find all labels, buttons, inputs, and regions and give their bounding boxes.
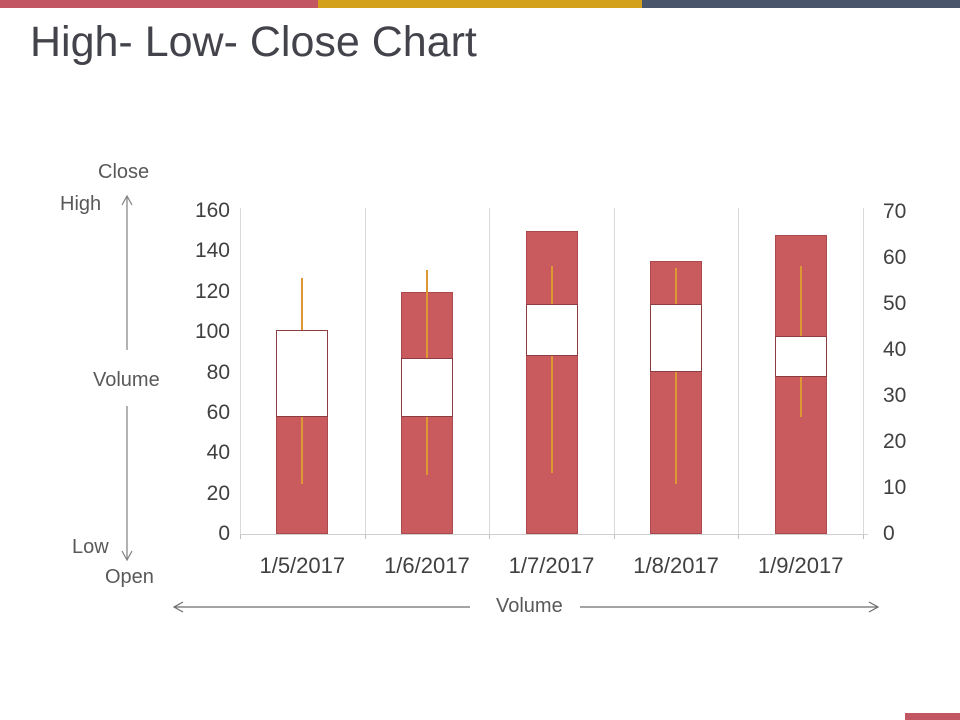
axis-tick xyxy=(364,534,366,539)
gridline xyxy=(613,208,615,534)
x-axis-category-label: 1/8/2017 xyxy=(633,553,719,578)
left-axis-tick-label: 0 xyxy=(218,522,230,545)
x-axis-category-label: 1/7/2017 xyxy=(508,553,595,578)
slide-title: High- Low- Close Chart xyxy=(30,18,477,66)
left-axis-tick-label: 40 xyxy=(206,441,230,465)
top-accent-red-segment xyxy=(0,0,318,8)
gridline xyxy=(863,208,864,534)
bar-open-close-box xyxy=(276,330,329,417)
right-axis-tick-label: 50 xyxy=(883,292,907,315)
right-axis-tick-label: 30 xyxy=(883,384,907,407)
right-axis-tick-label: 60 xyxy=(883,246,907,269)
gridline xyxy=(240,208,241,534)
left-axis-tick-label: 140 xyxy=(194,239,230,263)
axis-tick xyxy=(240,534,241,539)
right-axis-tick-label: 20 xyxy=(883,430,907,453)
bar-open-close-box xyxy=(774,336,827,377)
label-open: Open xyxy=(105,566,154,588)
bar-open-close-box xyxy=(400,358,453,417)
left-axis-tick-label: 80 xyxy=(206,360,230,384)
bottom-right-accent xyxy=(905,713,960,720)
top-accent-bar xyxy=(0,0,960,8)
right-axis-tick-label: 70 xyxy=(883,200,907,223)
x-axis-category-label: 1/5/2017 xyxy=(259,553,346,578)
label-volume-bottom: Volume xyxy=(496,595,563,617)
axis-tick xyxy=(489,534,491,539)
right-axis-tick-label: 40 xyxy=(883,338,907,361)
axis-tick xyxy=(738,534,740,539)
right-axis-tick-label: 0 xyxy=(883,522,895,545)
bar-high-low-whisker xyxy=(550,265,553,474)
left-axis-tick-label: 20 xyxy=(206,481,230,505)
bar-open-close-box xyxy=(650,303,703,373)
right-axis-tick-label: 10 xyxy=(883,476,907,499)
gridline xyxy=(489,208,491,534)
x-axis-category-label: 1/9/2017 xyxy=(757,553,844,578)
label-volume-left: Volume xyxy=(93,369,160,391)
gridline xyxy=(364,208,366,534)
label-high: High xyxy=(60,193,102,215)
top-accent-gold-segment xyxy=(318,0,642,8)
left-axis-tick-label: 100 xyxy=(194,320,230,344)
axis-tick xyxy=(613,534,615,539)
left-axis-tick-label: 120 xyxy=(194,279,230,303)
bar-open-close-box xyxy=(525,303,578,357)
left-axis-tick-label: 160 xyxy=(194,199,230,222)
left-axis-tick-label: 60 xyxy=(206,400,230,424)
bar-high-low-whisker xyxy=(675,267,678,484)
axis-baseline xyxy=(240,534,868,535)
label-close: Close xyxy=(98,161,150,183)
axis-tick xyxy=(863,534,864,539)
gridline xyxy=(738,208,740,534)
x-axis-category-label: 1/6/2017 xyxy=(384,553,470,578)
label-low: Low xyxy=(72,536,109,558)
top-accent-slate-segment xyxy=(642,0,960,8)
